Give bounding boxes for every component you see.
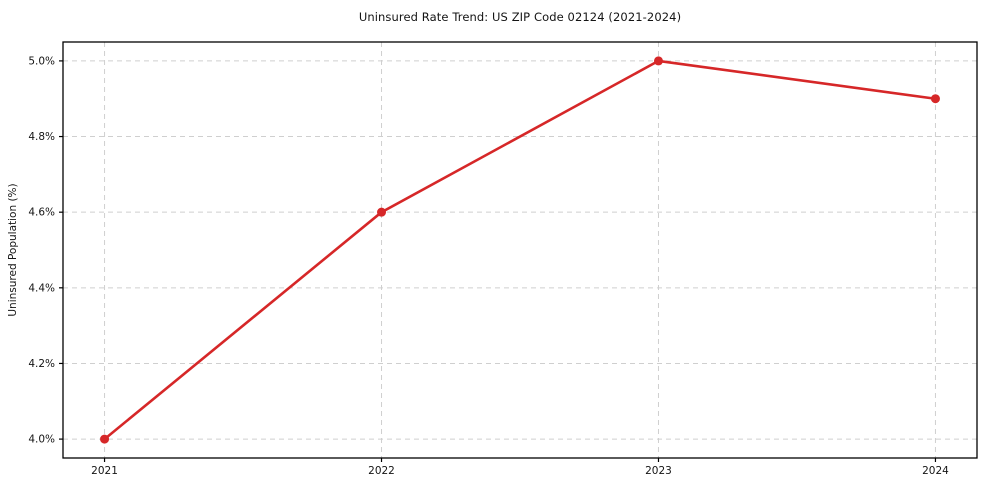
x-tick-label: 2022 <box>368 465 395 477</box>
y-tick-label: 4.8% <box>28 131 55 143</box>
trend-line <box>103 59 937 441</box>
x-tick-label: 2023 <box>645 465 672 477</box>
y-tick-label: 4.0% <box>28 434 55 446</box>
chart-title: Uninsured Rate Trend: US ZIP Code 02124 … <box>358 10 682 24</box>
plot-border <box>62 41 978 459</box>
y-tick-label: 4.4% <box>28 282 55 294</box>
y-tick-label: 4.6% <box>28 207 55 219</box>
data-point <box>377 207 387 217</box>
x-tick-label: 2024 <box>922 465 949 477</box>
data-point <box>100 434 110 444</box>
y-tick-label: 5.0% <box>28 55 55 67</box>
data-point <box>930 94 940 104</box>
x-tick-label: 2021 <box>91 465 118 477</box>
data-point <box>653 56 663 66</box>
y-tick-label: 4.2% <box>28 358 55 370</box>
